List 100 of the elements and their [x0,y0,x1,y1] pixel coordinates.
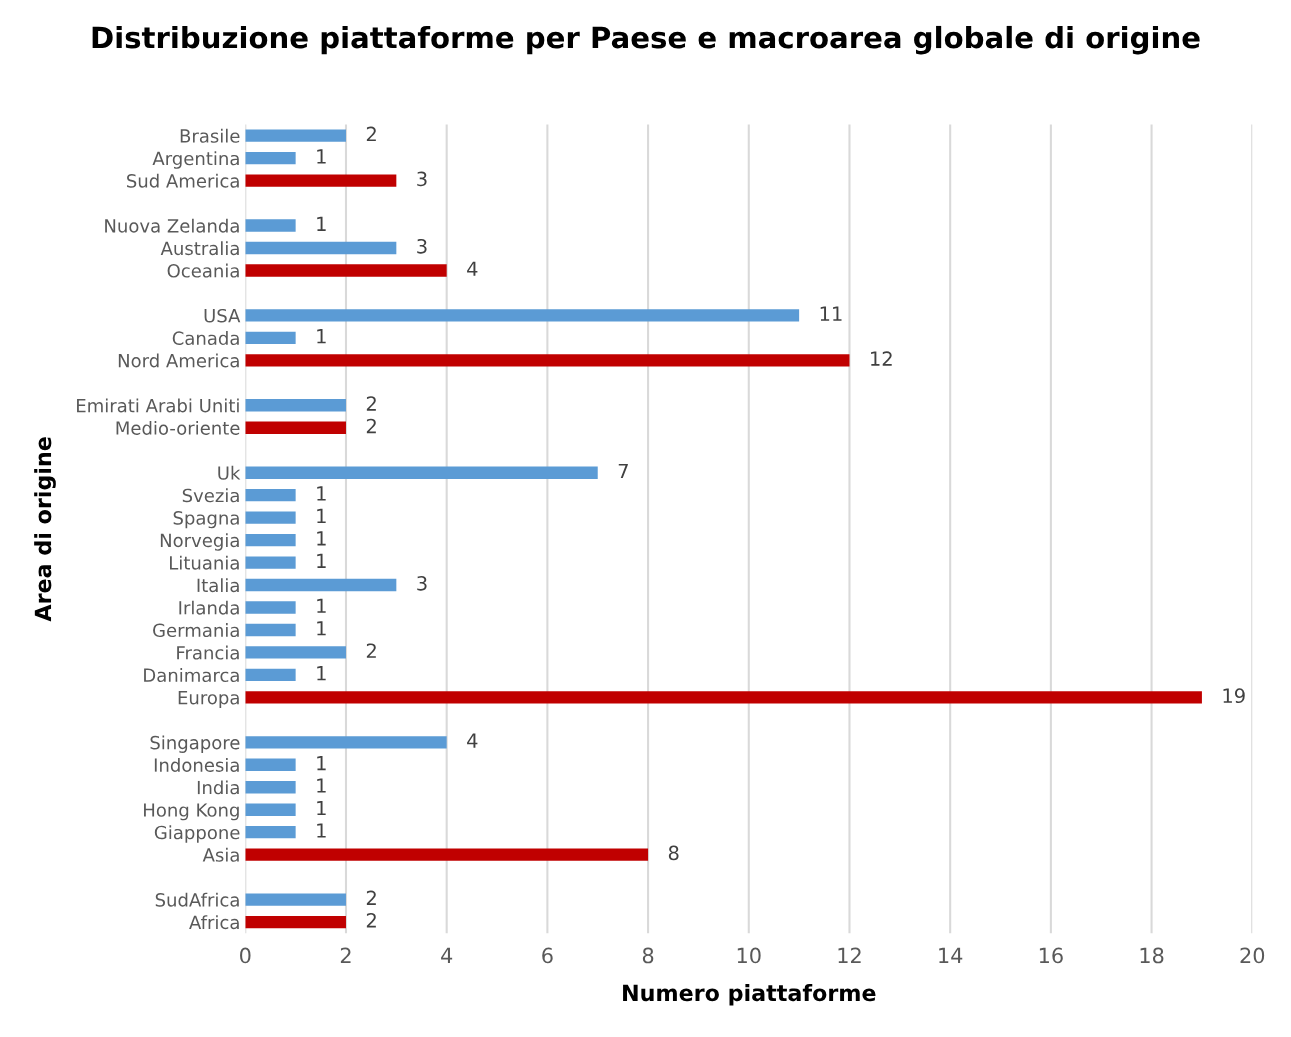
y-tick-label: Hong Kong [144,803,239,821]
data-label: 1 [317,149,326,164]
data-label: 11 [820,306,842,321]
data-label: 12 [871,351,892,366]
data-label: 3 [417,171,427,187]
x-axis-title: Numero piattaforme [623,984,876,1006]
y-tick-label: Asia [202,847,239,862]
y-tick-label: Singapore [150,735,240,753]
y-tick-label: Svezia [182,488,239,503]
y-tick-label: USA [204,308,241,323]
y-tick-label: Spagna [173,511,239,529]
data-label: 3 [417,238,427,254]
bar [245,151,296,165]
bar [245,736,447,749]
data-label: 2 [366,418,376,434]
bar [245,803,296,816]
y-axis-title: Area di origine [34,437,56,622]
data-label: 2 [366,890,376,905]
bar [245,174,397,187]
data-label: 1 [317,823,326,838]
x-tick-label: 16 [1039,947,1063,964]
x-tick-label: 8 [642,947,654,964]
data-label: 1 [317,531,326,546]
x-tick-label: 12 [838,947,861,964]
y-tick-label: Africa [189,915,239,930]
bar [245,623,296,637]
data-label: 1 [317,666,326,681]
bar [245,556,296,569]
y-tick-label: Canada [172,331,239,346]
bar [245,533,296,547]
data-label: 1 [317,621,326,636]
y-tick-label: SudAfrica [155,892,239,907]
data-label: 4 [467,733,478,748]
data-label: 2 [366,643,376,658]
bar [245,893,346,906]
data-label: 1 [317,800,326,816]
bar [245,309,800,322]
bar [245,668,296,682]
y-tick-label: Nord America [118,353,239,368]
x-tick-label: 4 [441,947,453,964]
bar [245,691,1202,704]
y-tick-label: Uk [218,465,241,480]
bar [245,511,296,524]
y-tick-label: Germania [153,623,239,638]
bar [245,241,397,255]
y-tick-label: Oceania [167,263,239,278]
data-label: 1 [317,329,326,344]
data-label: 4 [467,261,478,276]
bar [245,466,598,479]
y-tick-label: Indonesia [154,757,239,772]
data-label: 2 [366,126,376,142]
x-tick-label: 10 [737,947,761,964]
x-tick-label: 0 [240,947,251,964]
data-label: 2 [366,913,376,928]
bar [245,488,296,502]
data-label: 1 [317,553,326,568]
y-tick-label: Medio-oriente [116,420,240,435]
y-tick-label: Francia [177,645,239,660]
x-tick-label: 14 [939,947,963,964]
y-tick-label: Danimarca [144,668,239,683]
data-label: 19 [1223,688,1245,704]
y-tick-label: Norvegia [160,533,239,551]
bar [245,826,296,839]
bar [245,421,346,434]
bar [245,781,296,794]
y-tick-label: Sud America [127,173,239,188]
bar [245,399,346,412]
bar [245,915,346,929]
y-tick-label: Lituania [170,555,239,570]
bar [245,354,850,367]
chart-title: Distribuzione piattaforme per Paese e macroarea globale di origine [92,25,1200,55]
data-label: 8 [668,845,679,861]
bar [245,848,649,861]
data-label: 3 [417,575,427,591]
bar [245,219,296,232]
bar [245,578,397,592]
y-tick-label: Italia [197,578,239,593]
bar [245,331,296,345]
data-label: 2 [366,396,376,411]
y-tick-label: India [197,780,239,795]
y-tick-label: Australia [160,241,239,256]
data-label: 1 [317,755,326,771]
bar [245,646,346,659]
x-tick-label: 18 [1140,947,1164,964]
y-tick-label: Nuova Zelanda [105,218,239,233]
y-tick-label: Europa [178,691,239,708]
x-tick-label: 20 [1240,947,1265,964]
bar [245,129,346,142]
y-tick-label: Giappone [154,825,240,843]
y-tick-label: Argentina [152,151,239,169]
bar [245,264,447,277]
y-tick-label: Brasile [180,128,240,143]
data-label: 1 [317,598,326,613]
y-tick-label: Emirati Arabi Uniti [77,398,239,413]
y-tick-label: Irlanda [179,600,239,615]
bar [245,758,296,771]
x-tick-label: 6 [542,947,553,964]
data-label: 7 [618,463,628,479]
data-label: 1 [317,508,326,523]
data-label: 1 [317,778,326,793]
